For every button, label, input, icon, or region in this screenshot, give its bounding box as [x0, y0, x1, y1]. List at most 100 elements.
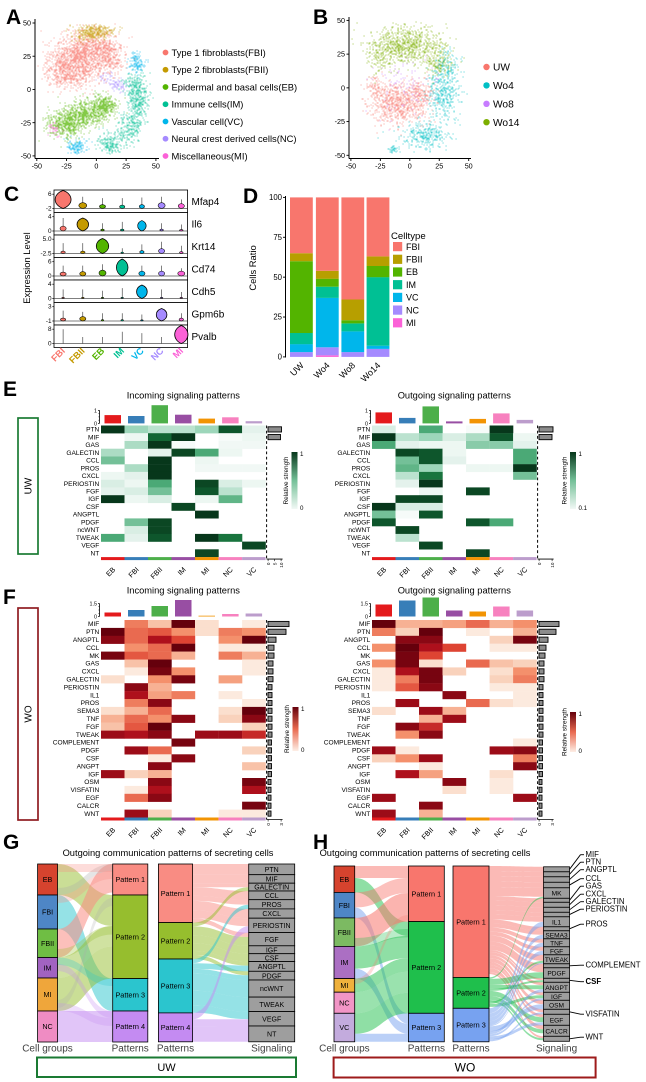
svg-text:CSF: CSF [357, 755, 370, 762]
svg-text:Krt14: Krt14 [192, 242, 216, 253]
svg-text:PERIOSTIN: PERIOSTIN [64, 481, 100, 488]
svg-text:FBII: FBII [406, 255, 423, 265]
svg-text:CALCR: CALCR [348, 803, 371, 810]
svg-text:Pattern 2: Pattern 2 [115, 932, 145, 941]
svg-text:0: 0 [579, 748, 583, 755]
svg-text:3: 3 [550, 823, 555, 826]
svg-text:Pattern 3: Pattern 3 [412, 1023, 442, 1032]
svg-text:8: 8 [48, 326, 52, 333]
svg-text:0: 0 [408, 162, 412, 171]
svg-text:PERIOSTIN: PERIOSTIN [335, 481, 371, 488]
svg-text:FGF: FGF [86, 488, 99, 495]
svg-text:EGF: EGF [86, 795, 100, 802]
svg-text:MIF: MIF [359, 621, 370, 628]
svg-text:PROS: PROS [81, 700, 100, 707]
svg-text:NT: NT [267, 1032, 277, 1039]
svg-text:TWEAK: TWEAK [545, 957, 569, 964]
svg-text:Pattern 3: Pattern 3 [161, 982, 191, 991]
svg-text:GALECTIN: GALECTIN [254, 885, 289, 892]
svg-text:VEGF: VEGF [262, 1016, 281, 1023]
svg-text:IM: IM [44, 963, 52, 972]
svg-text:PTN: PTN [357, 629, 370, 636]
svg-text:Expression Level: Expression Level [21, 232, 32, 303]
svg-text:Pvalb: Pvalb [192, 332, 217, 343]
svg-text:50: 50 [337, 16, 345, 25]
svg-text:VEGF: VEGF [352, 543, 370, 550]
svg-text:MIF: MIF [88, 434, 99, 441]
svg-text:Cdh5: Cdh5 [192, 287, 216, 298]
svg-text:PDGF: PDGF [81, 519, 99, 526]
svg-text:VC: VC [339, 1023, 349, 1032]
svg-text:ANGPTL: ANGPTL [73, 637, 100, 644]
svg-text:EB: EB [340, 875, 350, 884]
svg-text:IGF: IGF [88, 771, 99, 778]
svg-text:IGF: IGF [88, 496, 99, 503]
svg-text:EB: EB [43, 875, 53, 884]
svg-text:UW: UW [157, 1062, 176, 1074]
svg-text:GALECTIN: GALECTIN [337, 676, 370, 683]
svg-text:0: 0 [365, 615, 368, 621]
svg-text:CSF: CSF [86, 504, 99, 511]
svg-text:0: 0 [301, 747, 305, 754]
svg-text:0: 0 [94, 162, 98, 171]
svg-text:25: 25 [122, 162, 130, 171]
svg-text:PDGF: PDGF [352, 519, 370, 526]
svg-text:TNF: TNF [357, 716, 370, 723]
svg-text:6: 6 [48, 259, 52, 266]
svg-text:TWEAK: TWEAK [76, 535, 100, 542]
svg-text:Pattern 4: Pattern 4 [161, 1023, 191, 1032]
svg-text:0: 0 [94, 421, 97, 427]
svg-text:GALECTIN: GALECTIN [66, 676, 99, 683]
svg-text:25: 25 [435, 162, 443, 171]
svg-text:Pattern 1: Pattern 1 [115, 875, 145, 884]
svg-text:-1: -1 [46, 318, 52, 325]
svg-text:GAS: GAS [356, 442, 371, 449]
svg-text:MI: MI [340, 981, 348, 990]
svg-text:C: C [4, 183, 19, 206]
svg-text:COMPLEMENT: COMPLEMENT [586, 961, 641, 970]
svg-text:25: 25 [337, 50, 345, 59]
svg-text:Patterns: Patterns [452, 1044, 489, 1055]
svg-text:GAS: GAS [586, 882, 602, 891]
svg-text:25: 25 [273, 313, 282, 322]
svg-text:CCL: CCL [86, 645, 100, 652]
svg-text:ANGPTL: ANGPTL [258, 964, 286, 971]
svg-text:0: 0 [537, 562, 542, 565]
svg-text:EGF: EGF [357, 795, 371, 802]
svg-text:VEGF: VEGF [81, 543, 99, 550]
svg-text:MIF: MIF [359, 434, 370, 441]
svg-text:1.5: 1.5 [90, 602, 98, 608]
svg-text:FGF: FGF [357, 488, 370, 495]
svg-text:NT: NT [362, 550, 371, 557]
svg-text:Cd74: Cd74 [192, 264, 216, 275]
svg-text:Incoming signaling patterns: Incoming signaling patterns [127, 586, 241, 596]
svg-text:SEMA3: SEMA3 [77, 708, 100, 715]
svg-text:1.5: 1.5 [361, 602, 369, 608]
svg-text:10: 10 [279, 562, 284, 568]
svg-text:1: 1 [301, 706, 305, 713]
svg-text:6: 6 [48, 191, 52, 198]
svg-text:0: 0 [48, 341, 52, 348]
svg-text:PDGF: PDGF [262, 973, 281, 980]
svg-text:Outgoing signaling patterns: Outgoing signaling patterns [398, 391, 512, 401]
svg-text:Wo14: Wo14 [493, 118, 520, 129]
svg-text:GALECTIN: GALECTIN [337, 450, 370, 457]
svg-text:PERIOSTIN: PERIOSTIN [253, 923, 291, 930]
svg-text:1: 1 [579, 711, 583, 718]
svg-text:MK: MK [89, 653, 99, 660]
svg-text:CXCL: CXCL [586, 890, 607, 899]
svg-text:MIF: MIF [266, 877, 278, 884]
svg-text:WNT: WNT [586, 1033, 604, 1042]
svg-text:MI: MI [44, 990, 52, 999]
svg-text:PERIOSTIN: PERIOSTIN [586, 905, 628, 914]
svg-text:Patterns: Patterns [112, 1044, 149, 1055]
svg-text:EB: EB [406, 267, 418, 277]
svg-text:-50: -50 [335, 151, 345, 160]
svg-text:IGF: IGF [359, 496, 370, 503]
svg-text:100: 100 [269, 193, 283, 202]
svg-text:CALCR: CALCR [545, 1028, 568, 1035]
svg-text:Wo4: Wo4 [493, 81, 514, 92]
svg-text:TWEAK: TWEAK [76, 732, 100, 739]
svg-text:MK: MK [360, 653, 370, 660]
svg-text:PDGF: PDGF [81, 748, 99, 755]
